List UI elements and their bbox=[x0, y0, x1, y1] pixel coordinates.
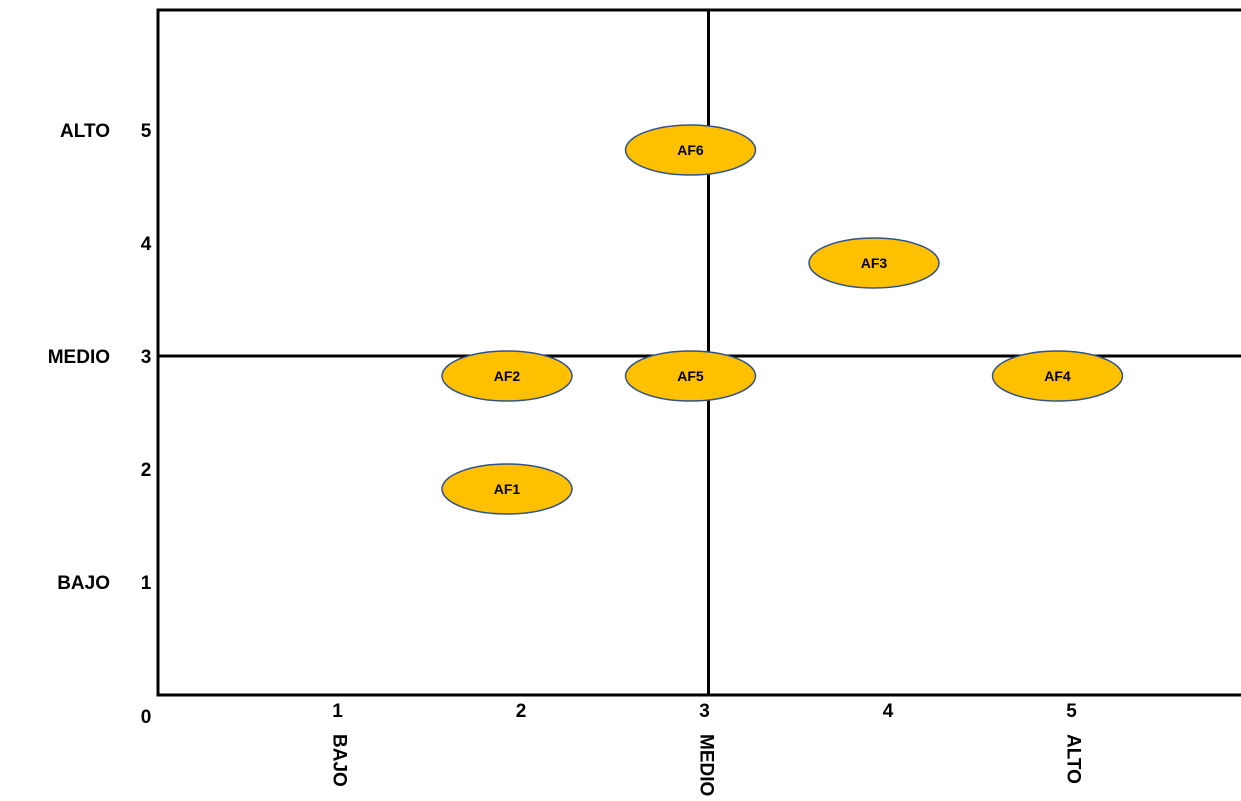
data-point-label: AF3 bbox=[861, 255, 888, 271]
data-point-label: AF1 bbox=[494, 481, 521, 497]
data-point: AF3 bbox=[808, 237, 940, 289]
tick-labels: 0 1 2 3 4 5 1 2 3 4 5 bbox=[141, 121, 1078, 728]
x-category-label: MEDIO bbox=[696, 734, 717, 796]
data-point: AF6 bbox=[624, 124, 757, 176]
data-point-marker bbox=[441, 463, 573, 515]
data-point-label: AF5 bbox=[677, 368, 704, 384]
y-tick-label: 4 bbox=[141, 234, 152, 255]
data-point: AF1 bbox=[441, 463, 573, 515]
x-tick-label: 4 bbox=[883, 701, 894, 722]
x-tick-label: 3 bbox=[699, 701, 710, 722]
x-category-label: BAJO bbox=[329, 734, 350, 787]
x-tick-label: 5 bbox=[1066, 701, 1077, 722]
y-tick-label: 2 bbox=[141, 460, 152, 481]
axes bbox=[156, 8, 1241, 697]
x-tick-label: 2 bbox=[516, 701, 527, 722]
x-tick-label: 0 bbox=[141, 707, 152, 728]
data-point: AF5 bbox=[624, 350, 757, 402]
category-labels: BAJO MEDIO ALTO BAJO MEDIO ALTO bbox=[48, 121, 1084, 796]
y-category-label: MEDIO bbox=[48, 347, 110, 368]
y-tick-label: 1 bbox=[141, 573, 152, 594]
data-point: AF4 bbox=[991, 350, 1124, 402]
data-point-marker bbox=[441, 350, 573, 402]
y-category-label: BAJO bbox=[57, 573, 110, 594]
data-point-marker bbox=[991, 350, 1124, 402]
y-tick-label: 3 bbox=[141, 347, 152, 368]
data-point-marker bbox=[808, 237, 940, 289]
data-point-marker bbox=[624, 350, 757, 402]
data-point-label: AF2 bbox=[494, 368, 521, 384]
y-tick-label: 5 bbox=[141, 121, 152, 142]
y-category-label: ALTO bbox=[60, 121, 110, 142]
data-point-marker bbox=[624, 124, 757, 176]
data-points: AF1 AF2 AF3 AF4 AF5 AF6 bbox=[441, 124, 1124, 515]
data-point: AF2 bbox=[441, 350, 573, 402]
x-tick-label: 1 bbox=[332, 701, 343, 722]
data-point-label: AF4 bbox=[1044, 368, 1071, 384]
x-category-label: ALTO bbox=[1063, 734, 1084, 784]
data-point-label: AF6 bbox=[677, 142, 704, 158]
